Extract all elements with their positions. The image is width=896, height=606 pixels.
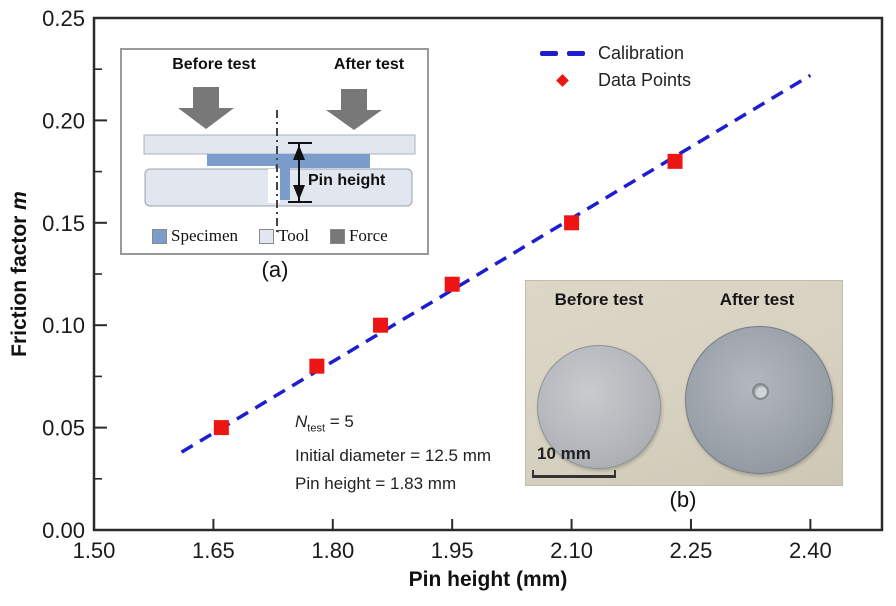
- legend-entry-calibration: Calibration: [536, 40, 691, 67]
- dash-icon: [539, 51, 558, 56]
- data-point-marker: [309, 358, 325, 374]
- specimen-pin: [280, 154, 290, 200]
- inset-a-caption: (a): [261, 257, 289, 282]
- schematic-drawing: [143, 87, 416, 232]
- y-tick-label: 0.10: [42, 313, 85, 338]
- y-tick-label: 0.15: [42, 211, 85, 236]
- x-tick-label: 1.65: [192, 538, 235, 563]
- dimension-arrowhead-icon: [293, 185, 305, 200]
- force-arrow-icon: [326, 89, 382, 130]
- specimen-swatch-icon: [152, 228, 167, 244]
- legend-label-force: Force: [348, 226, 388, 245]
- legend-label-data-points: Data Points: [598, 70, 692, 90]
- specimen-pin-mark: [752, 383, 769, 400]
- annotation-initial-diameter: Initial diameter = 12.5 mm: [295, 446, 492, 466]
- upper-tool: [143, 134, 416, 155]
- annotation-ntest: Ntest = 5: [295, 408, 491, 442]
- specimen-disc-before: [537, 345, 661, 469]
- x-tick-label: 1.95: [431, 538, 474, 563]
- before-test-label: Before test: [554, 290, 644, 309]
- calibration-dash-sample-icon: [536, 51, 588, 56]
- x-tick-label: 2.25: [670, 538, 713, 563]
- specimen-before: [207, 154, 279, 166]
- after-test-label: After test: [333, 56, 405, 73]
- y-tick-label: 0.00: [42, 518, 85, 543]
- y-tick-label: 0.05: [42, 416, 85, 441]
- n-subscript: test: [307, 422, 326, 435]
- force-swatch-icon: [329, 228, 345, 244]
- legend-item-tool: Tool: [259, 226, 309, 246]
- legend-item-force: Force: [329, 226, 388, 246]
- y-axis-title-symbol: m: [8, 191, 31, 210]
- schematic-legend: Specimen Tool Force: [152, 226, 388, 246]
- legend-label-calibration: Calibration: [598, 43, 685, 63]
- dash-icon: [566, 51, 585, 56]
- force-arrow-icon: [178, 87, 234, 129]
- x-tick-label: 2.10: [550, 538, 593, 563]
- annotation-block: Ntest = 5 Initial diameter = 12.5 mm Pin…: [295, 408, 491, 498]
- dimension-arrowhead-icon: [293, 145, 305, 160]
- x-tick-label: 1.50: [73, 538, 116, 563]
- data-point-marker: [667, 153, 683, 169]
- y-axis-title-text: Friction factor: [8, 209, 31, 357]
- die-cavity: [268, 169, 280, 203]
- data-point-marker-sample-icon: [536, 74, 588, 87]
- diamond-icon: [555, 74, 569, 87]
- y-tick-label: 0.25: [42, 6, 85, 31]
- x-axis-title: Pin height (mm): [408, 568, 568, 591]
- y-axis-title: Friction factor m: [8, 124, 36, 424]
- annotation-pin-height: Pin height = 1.83 mm: [295, 474, 457, 494]
- data-point-marker: [373, 317, 389, 333]
- specimen-disc-after: [685, 326, 833, 474]
- legend-label-tool: Tool: [278, 226, 309, 245]
- inset-b-photo: Before test After test 10 mm: [525, 280, 843, 486]
- calibration-line: [180, 73, 812, 454]
- chart-legend: Calibration Data Points: [536, 40, 691, 94]
- scale-bar-label: 10 mm: [537, 444, 591, 463]
- n-value: = 5: [325, 412, 354, 431]
- data-point-marker: [213, 420, 229, 436]
- after-test-label: After test: [719, 290, 795, 309]
- before-test-label: Before test: [172, 56, 256, 73]
- inset-a-schematic: Before test After test Pin height Specim…: [120, 48, 429, 255]
- data-point-marker: [444, 276, 460, 292]
- n-symbol: N: [295, 412, 308, 431]
- y-tick-label: 0.20: [42, 108, 85, 133]
- legend-entry-data-points: Data Points: [536, 67, 691, 94]
- legend-label-specimen: Specimen: [171, 226, 239, 245]
- scale-bar-icon: [532, 470, 616, 478]
- data-point-marker: [564, 215, 580, 231]
- x-tick-label: 1.80: [311, 538, 354, 563]
- legend-item-specimen: Specimen: [152, 226, 238, 246]
- tool-swatch-icon: [259, 228, 275, 244]
- pin-height-label: Pin height: [308, 172, 386, 189]
- x-tick-label: 2.40: [789, 538, 832, 563]
- inset-b-caption: (b): [669, 487, 697, 512]
